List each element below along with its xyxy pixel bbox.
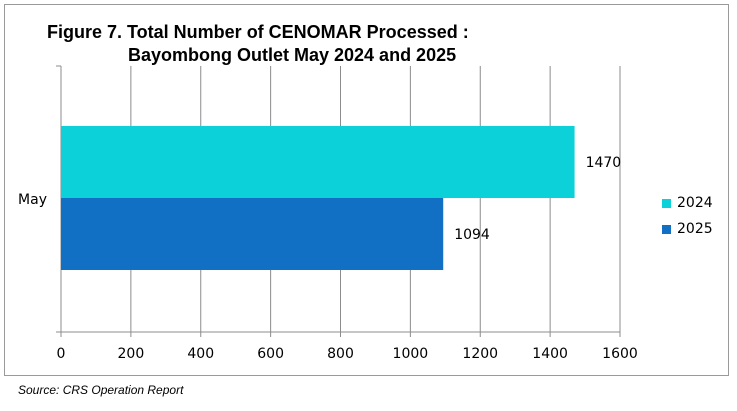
legend-swatch-2024 (662, 198, 671, 208)
x-tick-label-200: 200 (118, 346, 145, 362)
bar-2024-May (61, 126, 575, 198)
legend-swatch-2025 (662, 224, 671, 234)
data-label-2024-May: 1470 (586, 155, 622, 171)
chart-title-line-2: Bayombong Outlet May 2024 and 2025 (128, 45, 457, 65)
y-category-label-May: May (18, 192, 47, 208)
data-label-2025-May: 1094 (454, 227, 490, 243)
legend-item-2025: 2025 (662, 218, 713, 240)
bar-2025-May (61, 198, 444, 270)
x-tick-label-600: 600 (257, 346, 284, 362)
chart-title-line-1: Figure 7. Total Number of CENOMAR Proces… (47, 22, 469, 42)
x-tick-label-1000: 1000 (393, 346, 429, 362)
legend-label-2024: 2024 (677, 195, 713, 211)
x-tick-label-400: 400 (187, 346, 214, 362)
x-tick-label-0: 0 (57, 346, 66, 362)
chart-legend: 2024 2025 (662, 192, 713, 244)
source-note: Source: CRS Operation Report (18, 383, 184, 397)
x-tick-label-1600: 1600 (602, 346, 638, 362)
x-tick-label-1200: 1200 (462, 346, 498, 362)
x-tick-label-1400: 1400 (532, 346, 568, 362)
legend-label-2025: 2025 (677, 221, 713, 237)
legend-item-2024: 2024 (662, 192, 713, 214)
x-tick-label-800: 800 (327, 346, 354, 362)
